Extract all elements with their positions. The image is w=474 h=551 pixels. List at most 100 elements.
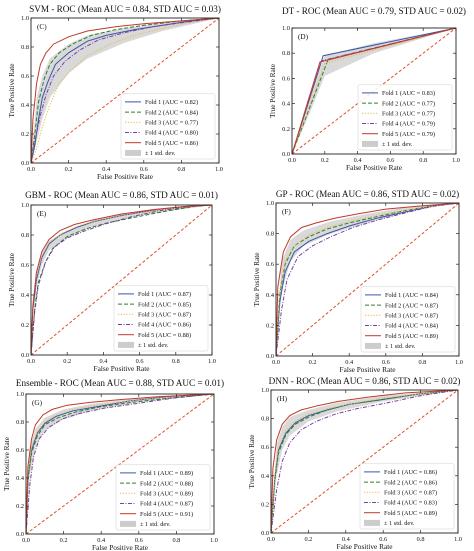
- x-tick-label: 0.2: [60, 537, 68, 544]
- x-tick-label: 0.2: [321, 157, 329, 164]
- y-tick-label: 0.8: [21, 44, 29, 51]
- legend-label-fold-1: Fold 1 (AUC = 0.82): [145, 99, 198, 106]
- x-tick-label: 0.8: [172, 537, 180, 544]
- legend-label-fold-5: Fold 5 (AUC = 0.79): [382, 131, 435, 138]
- legend-label-std: ± 1 std. dev.: [138, 342, 169, 349]
- x-tick-label: 0.0: [272, 359, 280, 366]
- legend-box: [360, 286, 456, 353]
- x-tick-label: 1.0: [208, 358, 216, 365]
- legend-label-fold-4: Fold 4 (AUC = 0.84): [385, 323, 438, 330]
- series-line-fold-5: [291, 27, 457, 155]
- x-tick-label: 0.4: [97, 537, 106, 544]
- x-tick-label: 0.6: [135, 537, 143, 544]
- series-line-fold-4: [25, 393, 215, 535]
- legend-label-fold-3: Fold 3 (AUC = 0.77): [382, 111, 435, 118]
- y-tick-label: 0.2: [266, 322, 274, 329]
- series-line-fold-5: [30, 204, 213, 356]
- legend-label-fold-1: Fold 1 (AUC = 0.87): [138, 291, 191, 298]
- x-tick-label: 0.0: [27, 358, 35, 365]
- y-tick-label: 0.8: [282, 50, 290, 57]
- chance-line: [30, 17, 220, 164]
- legend-label-fold-3: Fold 3 (AUC = 0.77): [145, 120, 198, 127]
- panel-label: (G): [32, 399, 43, 407]
- legend-label-fold-5: Fold 5 (AUC = 0.88): [138, 332, 191, 339]
- y-tick-label: 0.0: [282, 151, 290, 158]
- roc-panel: DT - ROC (Mean AUC = 0.79, STD AUC = 0.0…: [268, 6, 466, 172]
- x-tick-label: 0.4: [354, 157, 363, 164]
- x-tick-label: 0.8: [419, 157, 427, 164]
- series-line-fold-5: [25, 393, 215, 535]
- x-tick-label: 1.0: [452, 157, 460, 164]
- roc-panel: GP - ROC (Mean AUC = 0.86, STD AUC = 0.0…: [252, 189, 463, 374]
- chance-line: [291, 27, 457, 155]
- std-band: [31, 18, 219, 163]
- legend-label-fold-4: Fold 4 (AUC = 0.80): [145, 130, 198, 137]
- x-tick-label: 0.2: [65, 166, 73, 173]
- legend-label-fold-5: Fold 5 (AUC = 0.91): [140, 511, 193, 518]
- x-tick-label: 1.0: [454, 536, 462, 543]
- y-tick-label: 0.2: [16, 503, 24, 510]
- y-tick-label: 0.6: [282, 75, 290, 82]
- legend-label-std: ± 1 std. dev.: [140, 521, 171, 528]
- y-tick-label: 0.8: [16, 419, 24, 426]
- y-tick-label: 0.2: [21, 131, 29, 138]
- y-tick-label: 0.6: [21, 262, 29, 269]
- panel-label: (D): [298, 33, 309, 41]
- legend-label-fold-2: Fold 2 (AUC = 0.86): [384, 479, 437, 486]
- series-line-fold-3: [270, 389, 459, 534]
- x-tick-label: 1.0: [455, 359, 463, 366]
- x-tick-label: 0.8: [172, 358, 180, 365]
- y-tick-label: 0.6: [266, 261, 274, 268]
- legend-label-fold-3: Fold 3 (AUC = 0.87): [384, 490, 437, 497]
- series-line-fold-5: [275, 202, 460, 357]
- series-line-fold-3: [275, 202, 460, 357]
- series-line-fold-2: [275, 202, 460, 357]
- y-tick-label: 0.4: [261, 473, 270, 480]
- legend-label-fold-3: Fold 3 (AUC = 0.89): [140, 491, 193, 498]
- series-line-fold-3: [25, 393, 215, 535]
- legend-label-fold-5: Fold 5 (AUC = 0.86): [145, 140, 198, 147]
- x-tick-label: 0.6: [386, 157, 394, 164]
- legend-label-fold-2: Fold 2 (AUC = 0.85): [138, 301, 191, 308]
- panel-label: (E): [37, 210, 47, 218]
- x-tick-label: 0.0: [27, 166, 35, 173]
- y-tick-label: 0.0: [261, 530, 269, 537]
- y-tick-label: 0.4: [21, 102, 30, 109]
- legend-label-fold-2: Fold 2 (AUC = 0.88): [140, 480, 193, 487]
- x-axis-label: False Positive Rate: [337, 542, 393, 551]
- legend-label-fold-3: Fold 3 (AUC = 0.87): [138, 312, 191, 319]
- legend-label-fold-5: Fold 5 (AUC = 0.89): [384, 510, 437, 517]
- legend-swatch-std: [125, 149, 141, 156]
- chance-line: [30, 204, 213, 356]
- x-tick-label: 0.0: [288, 157, 296, 164]
- panel-label: (F): [282, 208, 291, 216]
- legend-swatch-std: [364, 519, 380, 526]
- series-line-fold-4: [270, 389, 459, 534]
- y-axis-label: True Positive Rate: [247, 434, 256, 488]
- series-line-fold-4: [30, 17, 220, 164]
- y-tick-label: 1.0: [266, 200, 274, 207]
- legend-label-fold-1: Fold 1 (AUC = 0.84): [385, 292, 438, 299]
- y-tick-label: 1.0: [16, 391, 24, 398]
- plot-frame: [270, 389, 459, 534]
- y-tick-label: 0.0: [21, 160, 29, 167]
- y-tick-label: 1.0: [261, 387, 269, 394]
- x-tick-label: 0.2: [63, 358, 71, 365]
- legend-label-fold-5: Fold 5 (AUC = 0.89): [385, 333, 438, 340]
- plot-frame: [30, 204, 213, 356]
- y-tick-label: 0.4: [21, 292, 30, 299]
- legend-label-std: ± 1 std. dev.: [382, 141, 413, 148]
- x-tick-label: 0.2: [304, 536, 312, 543]
- x-tick-label: 0.2: [309, 359, 317, 366]
- legend: Fold 1 (AUC = 0.86) Fold 2 (AUC = 0.86) Fo…: [359, 463, 455, 530]
- legend-box: [113, 285, 209, 352]
- legend-label-fold-4: Fold 4 (AUC = 0.83): [384, 500, 437, 507]
- plot-frame: [30, 17, 220, 164]
- legend-box: [115, 464, 211, 531]
- y-tick-label: 0.2: [261, 501, 269, 508]
- legend-swatch-std: [365, 342, 381, 349]
- legend-box: [359, 463, 455, 530]
- x-axis-label: False Positive Rate: [346, 163, 402, 172]
- legend-swatch-std: [362, 140, 378, 147]
- series-line-fold-4: [275, 202, 460, 357]
